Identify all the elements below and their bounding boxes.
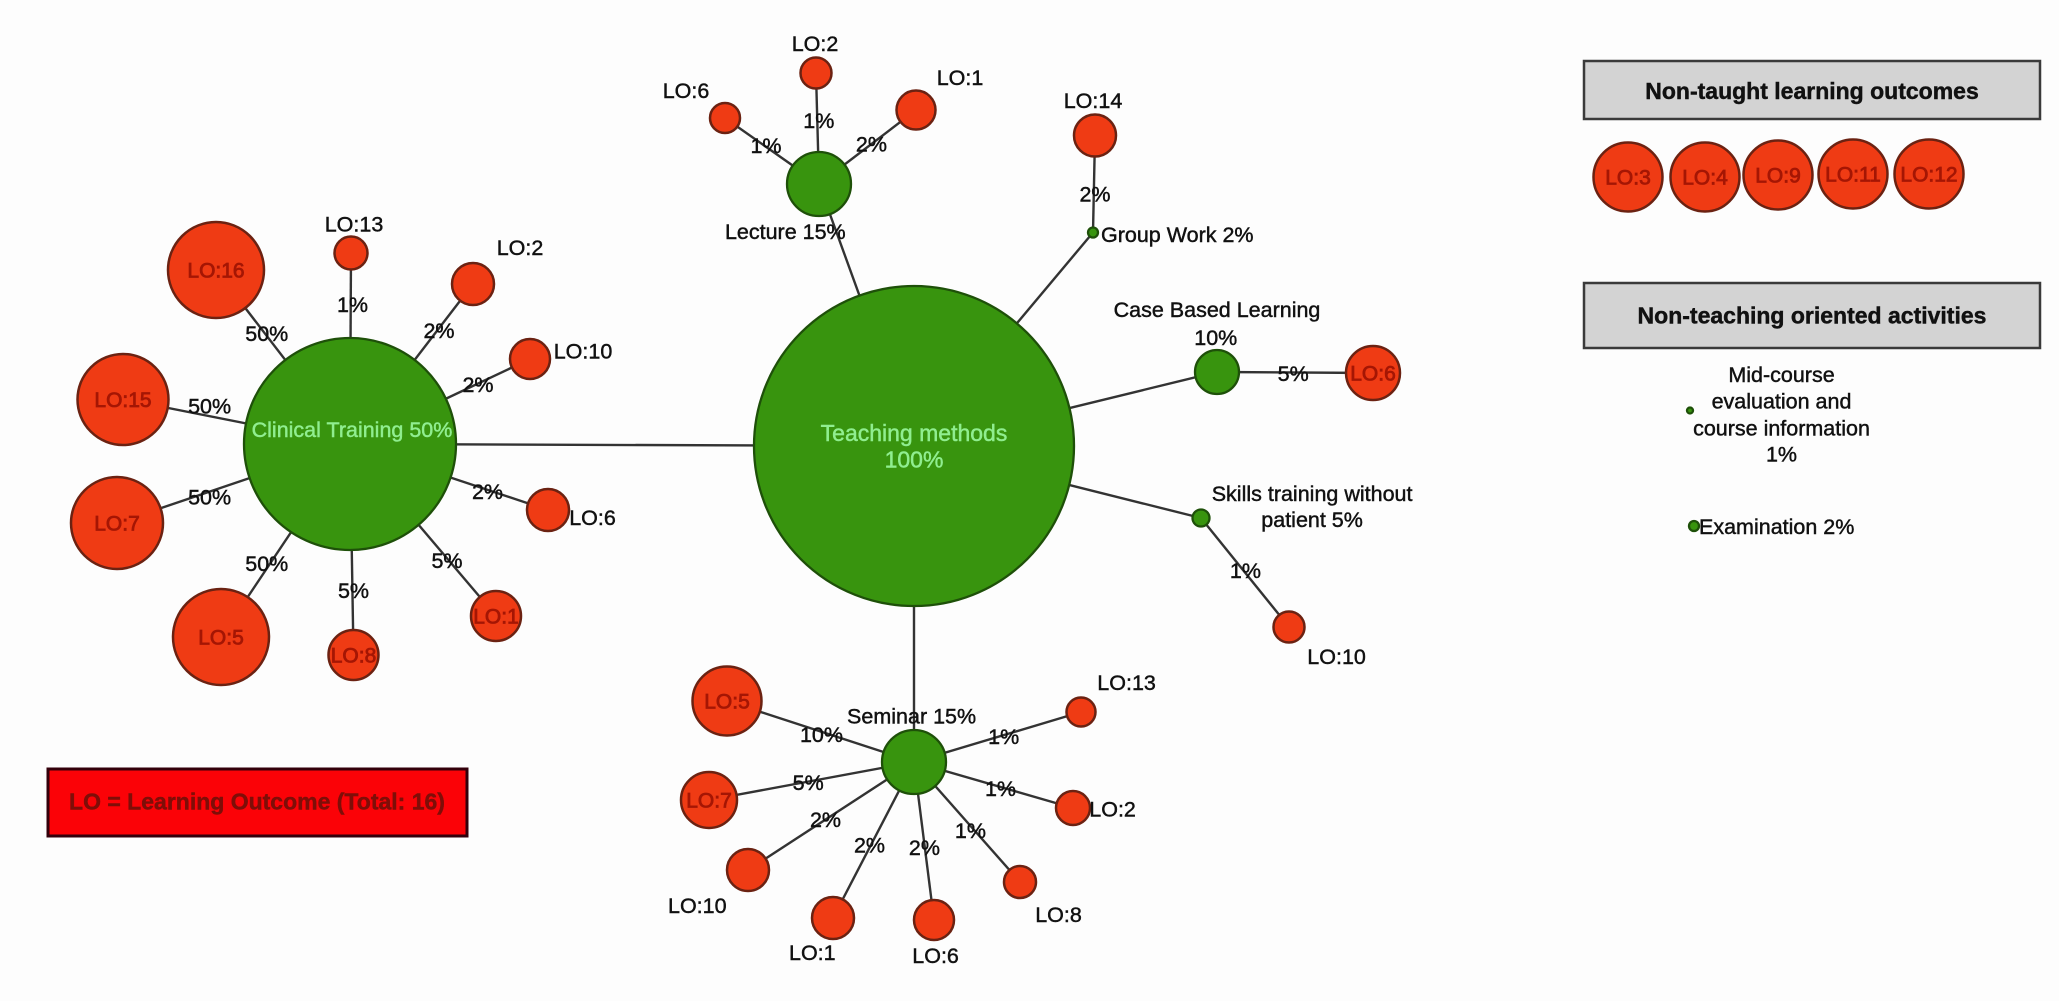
svg-text:LO:7: LO:7 — [94, 513, 140, 536]
svg-text:LO:6: LO:6 — [1350, 363, 1396, 386]
svg-text:LO:1: LO:1 — [937, 66, 984, 90]
svg-text:2%: 2% — [472, 480, 503, 504]
svg-text:LO:7: LO:7 — [686, 790, 732, 813]
svg-text:1%: 1% — [337, 293, 368, 317]
svg-text:50%: 50% — [245, 552, 288, 576]
svg-text:1%: 1% — [1766, 443, 1797, 467]
svg-text:LO:6: LO:6 — [569, 506, 616, 530]
svg-text:Seminar 15%: Seminar 15% — [847, 705, 976, 729]
svg-text:2%: 2% — [854, 834, 885, 858]
svg-text:Case Based Learning: Case Based Learning — [1114, 298, 1321, 322]
svg-text:Clinical Training 50%: Clinical Training 50% — [252, 418, 453, 442]
svg-text:50%: 50% — [188, 395, 231, 419]
svg-text:LO:13: LO:13 — [1097, 671, 1156, 695]
svg-text:patient 5%: patient 5% — [1261, 508, 1363, 532]
svg-text:LO:10: LO:10 — [668, 894, 727, 918]
svg-text:Skills training without: Skills training without — [1212, 482, 1413, 506]
svg-text:course information: course information — [1693, 417, 1870, 441]
svg-text:10%: 10% — [1194, 326, 1237, 350]
svg-text:Examination 2%: Examination 2% — [1699, 515, 1854, 539]
svg-text:100%: 100% — [885, 447, 944, 473]
svg-text:1%: 1% — [750, 134, 781, 158]
svg-text:2%: 2% — [1079, 183, 1110, 207]
svg-text:Non-taught learning outcomes: Non-taught learning outcomes — [1645, 78, 1979, 104]
svg-text:evaluation and: evaluation and — [1712, 390, 1852, 414]
svg-text:Non-teaching oriented activiti: Non-teaching oriented activities — [1638, 303, 1987, 329]
svg-text:LO:1: LO:1 — [473, 606, 519, 629]
svg-text:5%: 5% — [431, 549, 462, 573]
svg-text:LO:2: LO:2 — [497, 236, 544, 260]
svg-text:5%: 5% — [1278, 362, 1309, 386]
svg-text:Teaching methods: Teaching methods — [821, 420, 1008, 446]
svg-text:1%: 1% — [955, 819, 986, 843]
svg-text:1%: 1% — [803, 109, 834, 133]
svg-text:1%: 1% — [1230, 559, 1261, 583]
svg-text:10%: 10% — [800, 723, 843, 747]
svg-text:LO:1: LO:1 — [789, 941, 836, 965]
svg-text:LO:8: LO:8 — [331, 645, 377, 668]
svg-text:50%: 50% — [245, 322, 288, 346]
svg-text:5%: 5% — [793, 771, 824, 795]
svg-text:LO:11: LO:11 — [1825, 164, 1881, 187]
svg-text:LO:5: LO:5 — [704, 691, 750, 714]
svg-text:2%: 2% — [909, 836, 940, 860]
svg-text:LO:4: LO:4 — [1682, 167, 1728, 190]
svg-text:LO:13: LO:13 — [325, 213, 384, 237]
svg-text:LO:10: LO:10 — [1307, 645, 1366, 669]
svg-text:LO:12: LO:12 — [1900, 164, 1957, 187]
svg-text:LO:3: LO:3 — [1605, 167, 1651, 190]
svg-text:LO:5: LO:5 — [198, 627, 244, 650]
svg-text:2%: 2% — [810, 808, 841, 832]
svg-text:2%: 2% — [856, 133, 887, 157]
svg-text:Lecture 15%: Lecture 15% — [725, 220, 846, 244]
svg-text:LO:6: LO:6 — [663, 79, 710, 103]
svg-text:1%: 1% — [988, 725, 1019, 749]
svg-text:LO:6: LO:6 — [912, 944, 959, 968]
svg-text:2%: 2% — [423, 319, 454, 343]
svg-text:LO:10: LO:10 — [554, 340, 613, 364]
svg-text:2%: 2% — [462, 373, 493, 397]
svg-text:LO:14: LO:14 — [1064, 89, 1123, 113]
svg-text:LO:2: LO:2 — [792, 32, 839, 56]
svg-text:1%: 1% — [985, 777, 1016, 801]
svg-text:LO:9: LO:9 — [1755, 165, 1801, 188]
svg-text:LO:16: LO:16 — [187, 260, 244, 283]
svg-text:Group Work 2%: Group Work 2% — [1101, 223, 1254, 247]
svg-text:LO = Learning Outcome (Total:: LO = Learning Outcome (Total: 16) — [69, 789, 445, 815]
svg-text:5%: 5% — [338, 579, 369, 603]
svg-text:LO:15: LO:15 — [94, 389, 151, 412]
svg-text:LO:8: LO:8 — [1035, 903, 1082, 927]
svg-text:50%: 50% — [188, 486, 231, 510]
svg-text:Mid-course: Mid-course — [1728, 363, 1834, 387]
svg-text:LO:2: LO:2 — [1089, 798, 1136, 822]
